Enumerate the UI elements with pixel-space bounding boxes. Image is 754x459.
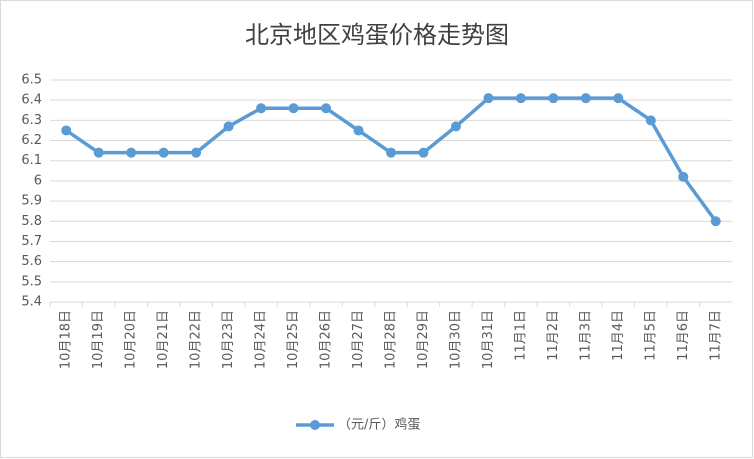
data-point xyxy=(548,93,559,104)
x-tick-label: 10月21日 xyxy=(156,310,171,369)
x-tick-label: 11月3日 xyxy=(578,310,593,361)
data-point xyxy=(191,147,202,158)
x-tick-label: 10月22日 xyxy=(189,310,204,369)
y-tick-label: 6.4 xyxy=(21,93,42,108)
x-tick-label: 11月5日 xyxy=(643,310,658,361)
data-point xyxy=(288,103,299,114)
x-tick-label: 11月4日 xyxy=(611,310,626,361)
data-point xyxy=(353,125,364,136)
data-point xyxy=(158,147,169,158)
data-point xyxy=(61,125,72,136)
data-point xyxy=(256,103,267,114)
x-tick-label: 10月24日 xyxy=(254,310,269,369)
y-tick-label: 6.3 xyxy=(21,113,42,128)
data-point xyxy=(93,147,104,158)
x-tick-label: 11月1日 xyxy=(513,310,528,361)
data-point xyxy=(223,121,234,132)
data-point xyxy=(321,103,332,114)
x-tick-label: 11月7日 xyxy=(708,310,723,361)
x-tick-label: 10月26日 xyxy=(319,310,334,369)
x-tick-label: 11月6日 xyxy=(676,310,691,361)
y-tick-label: 6 xyxy=(34,173,42,188)
data-point xyxy=(678,171,689,182)
x-tick-label: 10月18日 xyxy=(59,310,74,369)
data-point xyxy=(613,93,624,104)
x-tick-label: 10月25日 xyxy=(286,310,301,369)
data-point xyxy=(450,121,461,132)
data-point xyxy=(386,147,396,158)
legend-marker xyxy=(310,420,320,430)
x-tick-label: 10月23日 xyxy=(221,310,236,369)
data-point xyxy=(645,115,656,126)
data-point xyxy=(483,93,494,104)
y-tick-label: 5.9 xyxy=(21,194,42,209)
y-tick-label: 6.2 xyxy=(21,133,42,148)
x-tick-label: 11月2日 xyxy=(546,310,561,361)
x-tick-label: 10月28日 xyxy=(384,310,399,369)
y-tick-label: 6.5 xyxy=(21,73,42,88)
y-tick-label: 5.7 xyxy=(21,234,42,249)
x-tick-label: 10月30日 xyxy=(448,310,463,369)
data-point xyxy=(580,93,591,104)
y-tick-label: 5.5 xyxy=(21,274,42,289)
y-tick-label: 5.6 xyxy=(21,254,42,269)
legend-label: （元/斤）鸡蛋 xyxy=(338,417,420,433)
x-tick-label: 10月27日 xyxy=(351,310,366,369)
data-point xyxy=(418,147,429,158)
x-tick-label: 10月31日 xyxy=(481,310,496,369)
x-tick-label: 10月19日 xyxy=(91,310,106,369)
data-point xyxy=(515,93,526,104)
data-point xyxy=(126,147,137,158)
data-point xyxy=(710,216,721,227)
y-tick-label: 5.8 xyxy=(21,214,42,229)
chart-title: 北京地区鸡蛋价格走势图 xyxy=(245,21,509,49)
y-tick-label: 6.1 xyxy=(21,153,42,168)
x-tick-label: 10月20日 xyxy=(124,310,139,369)
y-tick-label: 5.4 xyxy=(21,295,42,310)
x-tick-label: 10月29日 xyxy=(416,310,431,369)
